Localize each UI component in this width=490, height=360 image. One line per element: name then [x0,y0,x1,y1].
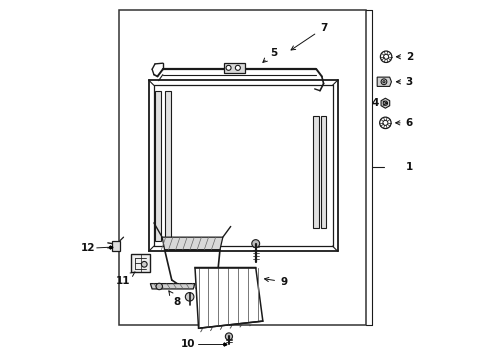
Bar [313,116,318,228]
Text: 5: 5 [263,48,277,62]
Polygon shape [377,77,392,86]
Bar [119,10,367,325]
Circle shape [383,120,388,125]
Polygon shape [214,285,248,291]
Circle shape [383,81,385,83]
Bar [131,254,150,272]
Text: 6: 6 [396,118,413,128]
Text: 9: 9 [265,277,287,287]
Circle shape [235,65,241,70]
Text: 1: 1 [406,162,413,172]
Circle shape [252,240,260,248]
Text: 12: 12 [81,243,96,253]
Text: 4: 4 [372,98,387,108]
Text: 2: 2 [396,52,413,62]
Circle shape [384,54,389,59]
Text: 7: 7 [291,23,327,50]
Polygon shape [381,98,390,108]
Bar [112,241,120,251]
Polygon shape [195,267,263,328]
Circle shape [156,283,163,290]
Polygon shape [150,284,195,289]
Circle shape [381,79,387,85]
Bar [321,116,326,228]
Polygon shape [162,237,223,249]
Bar [223,63,245,73]
Circle shape [380,51,392,63]
Circle shape [185,293,194,301]
Text: 8: 8 [169,291,181,307]
Circle shape [383,101,388,105]
Text: 3: 3 [396,77,413,87]
Text: 11: 11 [116,272,135,286]
Circle shape [225,333,232,340]
Bar [155,91,161,241]
Text: 10: 10 [181,339,196,349]
Circle shape [380,117,391,129]
Circle shape [226,65,231,70]
Circle shape [142,261,147,267]
Bar [165,91,171,241]
